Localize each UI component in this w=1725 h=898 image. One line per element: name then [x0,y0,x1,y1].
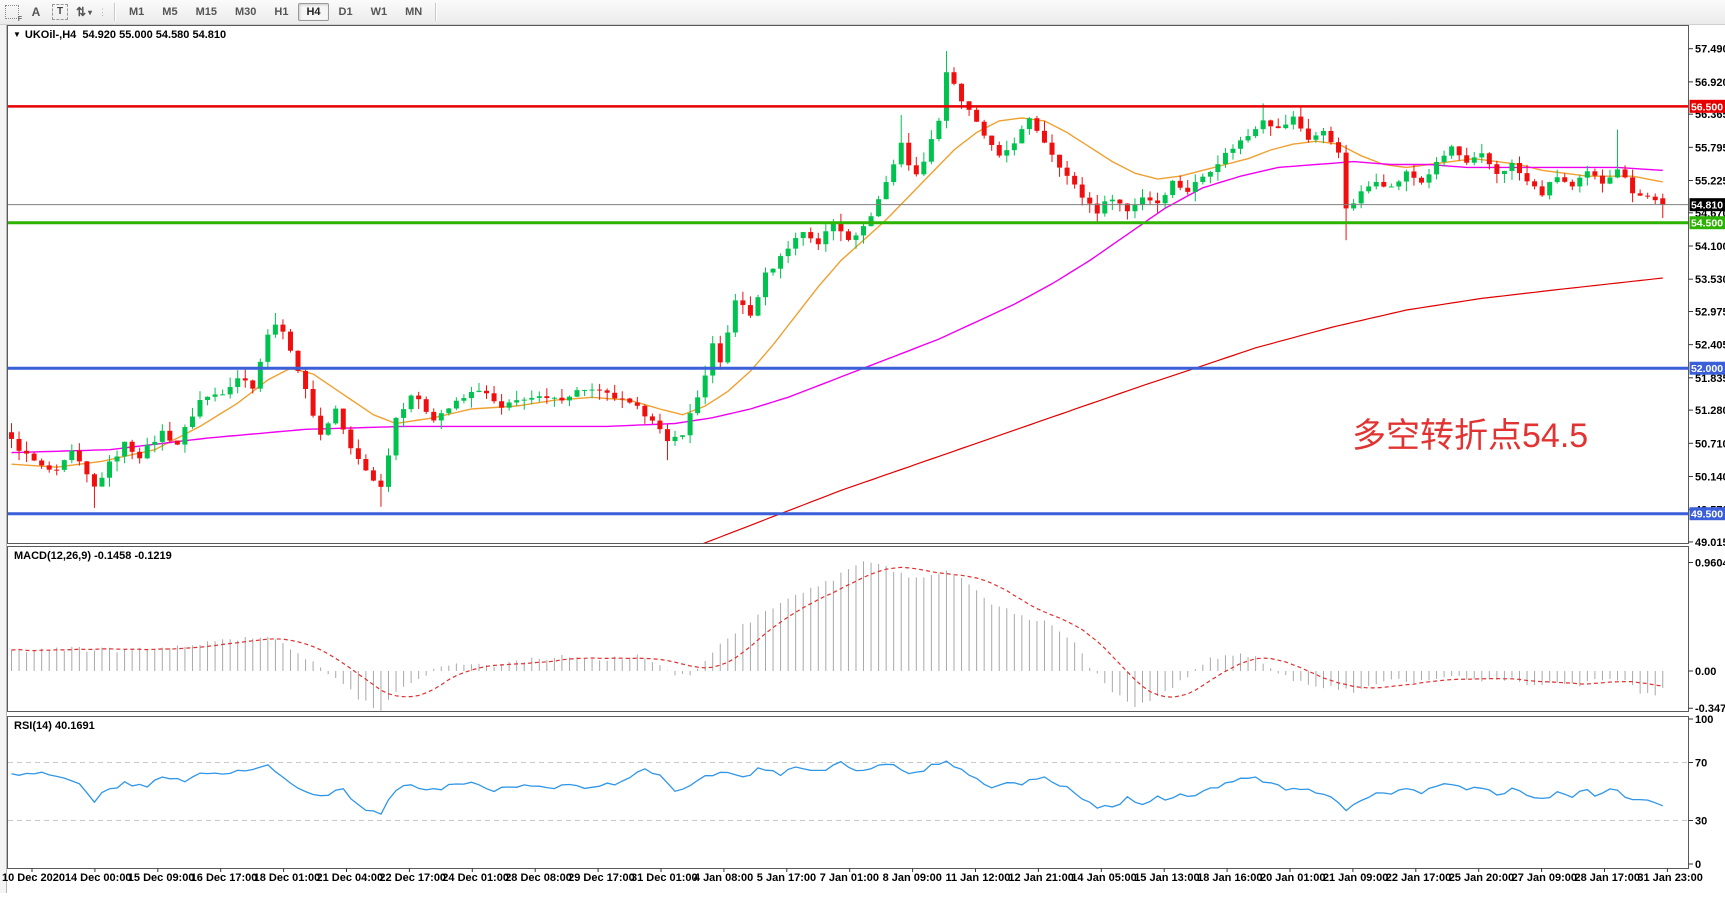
svg-text:54.810: 54.810 [1691,200,1723,212]
svg-text:12 Jan 21:00: 12 Jan 21:00 [1008,872,1073,884]
svg-text:15 Dec 09:00: 15 Dec 09:00 [128,872,195,884]
svg-text:70: 70 [1695,758,1707,770]
svg-text:53.530: 53.530 [1695,274,1725,286]
toolbar-drag-handle[interactable]: ⋮ [98,7,108,18]
svg-text:50.140: 50.140 [1695,471,1725,483]
rsi-axis[interactable]: 100 70 30 0 [1689,714,1714,871]
svg-text:55.795: 55.795 [1695,142,1725,154]
tf-button-m5[interactable]: M5 [154,3,185,21]
svg-text:0.00: 0.00 [1695,666,1716,678]
tf-button-h4[interactable]: H4 [298,3,328,21]
svg-text:29 Dec 17:00: 29 Dec 17:00 [568,872,635,884]
svg-text:50.710: 50.710 [1695,438,1725,450]
text-label-tool-icon[interactable]: A [25,2,47,22]
chart-text-annotation: 多空转折点54.5 [1352,408,1588,457]
svg-text:18 Dec 01:00: 18 Dec 01:00 [254,872,321,884]
tf-button-w1[interactable]: W1 [363,3,396,21]
tf-button-m1[interactable]: M1 [121,3,152,21]
svg-text:8 Jan 09:00: 8 Jan 09:00 [883,872,942,884]
svg-text:100: 100 [1695,714,1713,726]
svg-text:28 Dec 08:00: 28 Dec 08:00 [505,872,572,884]
rsi-indicator-label: RSI(14) 40.1691 [14,720,95,732]
svg-text:16 Dec 17:00: 16 Dec 17:00 [191,872,258,884]
price-axis[interactable]: 57.49056.92056.36555.79555.22554.67054.1… [1689,44,1725,549]
svg-text:55.225: 55.225 [1695,176,1725,188]
svg-text:22 Jan 17:00: 22 Jan 17:00 [1386,872,1451,884]
toolbar-separator [435,3,437,21]
svg-text:57.490: 57.490 [1695,44,1725,56]
svg-text:51.280: 51.280 [1695,405,1725,417]
chart-title: ▼ UKOil-,H4 54.920 55.000 54.580 54.810 [13,29,226,41]
tf-button-m15[interactable]: M15 [188,3,225,21]
symbol-dropdown-icon[interactable]: ▼ [13,30,21,39]
svg-text:24 Dec 01:00: 24 Dec 01:00 [442,872,509,884]
svg-text:10 Dec 2020: 10 Dec 2020 [2,872,65,884]
macd-axis[interactable]: 0.96040.00-0.3473 [1689,557,1725,715]
text-box-tool-icon[interactable]: T [49,2,71,22]
chevron-down-icon: ▾ [88,8,92,17]
svg-text:22 Dec 17:00: 22 Dec 17:00 [379,872,446,884]
svg-text:56.920: 56.920 [1695,77,1725,89]
grid-tool-icon[interactable]: F [1,2,23,22]
tf-button-h1[interactable]: H1 [266,3,296,21]
svg-text:31 Dec 01:00: 31 Dec 01:00 [631,872,698,884]
svg-text:52.405: 52.405 [1695,340,1725,352]
tf-button-d1[interactable]: D1 [331,3,361,21]
svg-text:21 Jan 09:00: 21 Jan 09:00 [1323,872,1388,884]
macd-indicator-label: MACD(12,26,9) -0.1458 -0.1219 [14,550,172,562]
tf-button-mn[interactable]: MN [397,3,430,21]
svg-text:56.500: 56.500 [1691,101,1723,113]
chart-canvas[interactable]: 57.49056.92056.36555.79555.22554.67054.1… [0,25,1725,893]
svg-text:20 Jan 01:00: 20 Jan 01:00 [1260,872,1325,884]
svg-text:49.015: 49.015 [1695,537,1725,549]
svg-text:52.000: 52.000 [1691,363,1723,375]
svg-text:0.9604: 0.9604 [1695,557,1725,569]
svg-text:52.975: 52.975 [1695,306,1725,318]
svg-text:31 Jan 23:00: 31 Jan 23:00 [1637,872,1702,884]
svg-text:15 Jan 13:00: 15 Jan 13:00 [1134,872,1199,884]
svg-text:4 Jan 08:00: 4 Jan 08:00 [694,872,753,884]
svg-text:49.500: 49.500 [1691,509,1723,521]
svg-text:11 Jan 12:00: 11 Jan 12:00 [946,872,1011,884]
svg-text:54.500: 54.500 [1691,218,1723,230]
svg-text:28 Jan 17:00: 28 Jan 17:00 [1575,872,1640,884]
tf-button-m30[interactable]: M30 [227,3,264,21]
svg-text:7 Jan 01:00: 7 Jan 01:00 [820,872,879,884]
svg-text:14 Dec 00:00: 14 Dec 00:00 [65,872,132,884]
svg-text:27 Jan 09:00: 27 Jan 09:00 [1512,872,1577,884]
svg-text:54.100: 54.100 [1695,241,1725,253]
svg-text:5 Jan 17:00: 5 Jan 17:00 [757,872,816,884]
svg-text:21 Dec 04:00: 21 Dec 04:00 [317,872,384,884]
arrows-tool-icon[interactable]: ⇅▾ [73,2,95,22]
symbol-ohlc-text: UKOil-,H4 54.920 55.000 54.580 54.810 [25,29,226,41]
toolbar-separator [114,3,116,21]
svg-text:14 Jan 05:00: 14 Jan 05:00 [1071,872,1136,884]
svg-text:18 Jan 16:00: 18 Jan 16:00 [1197,872,1262,884]
svg-text:30: 30 [1695,816,1707,828]
svg-text:0: 0 [1695,859,1701,871]
svg-text:25 Jan 20:00: 25 Jan 20:00 [1449,872,1514,884]
